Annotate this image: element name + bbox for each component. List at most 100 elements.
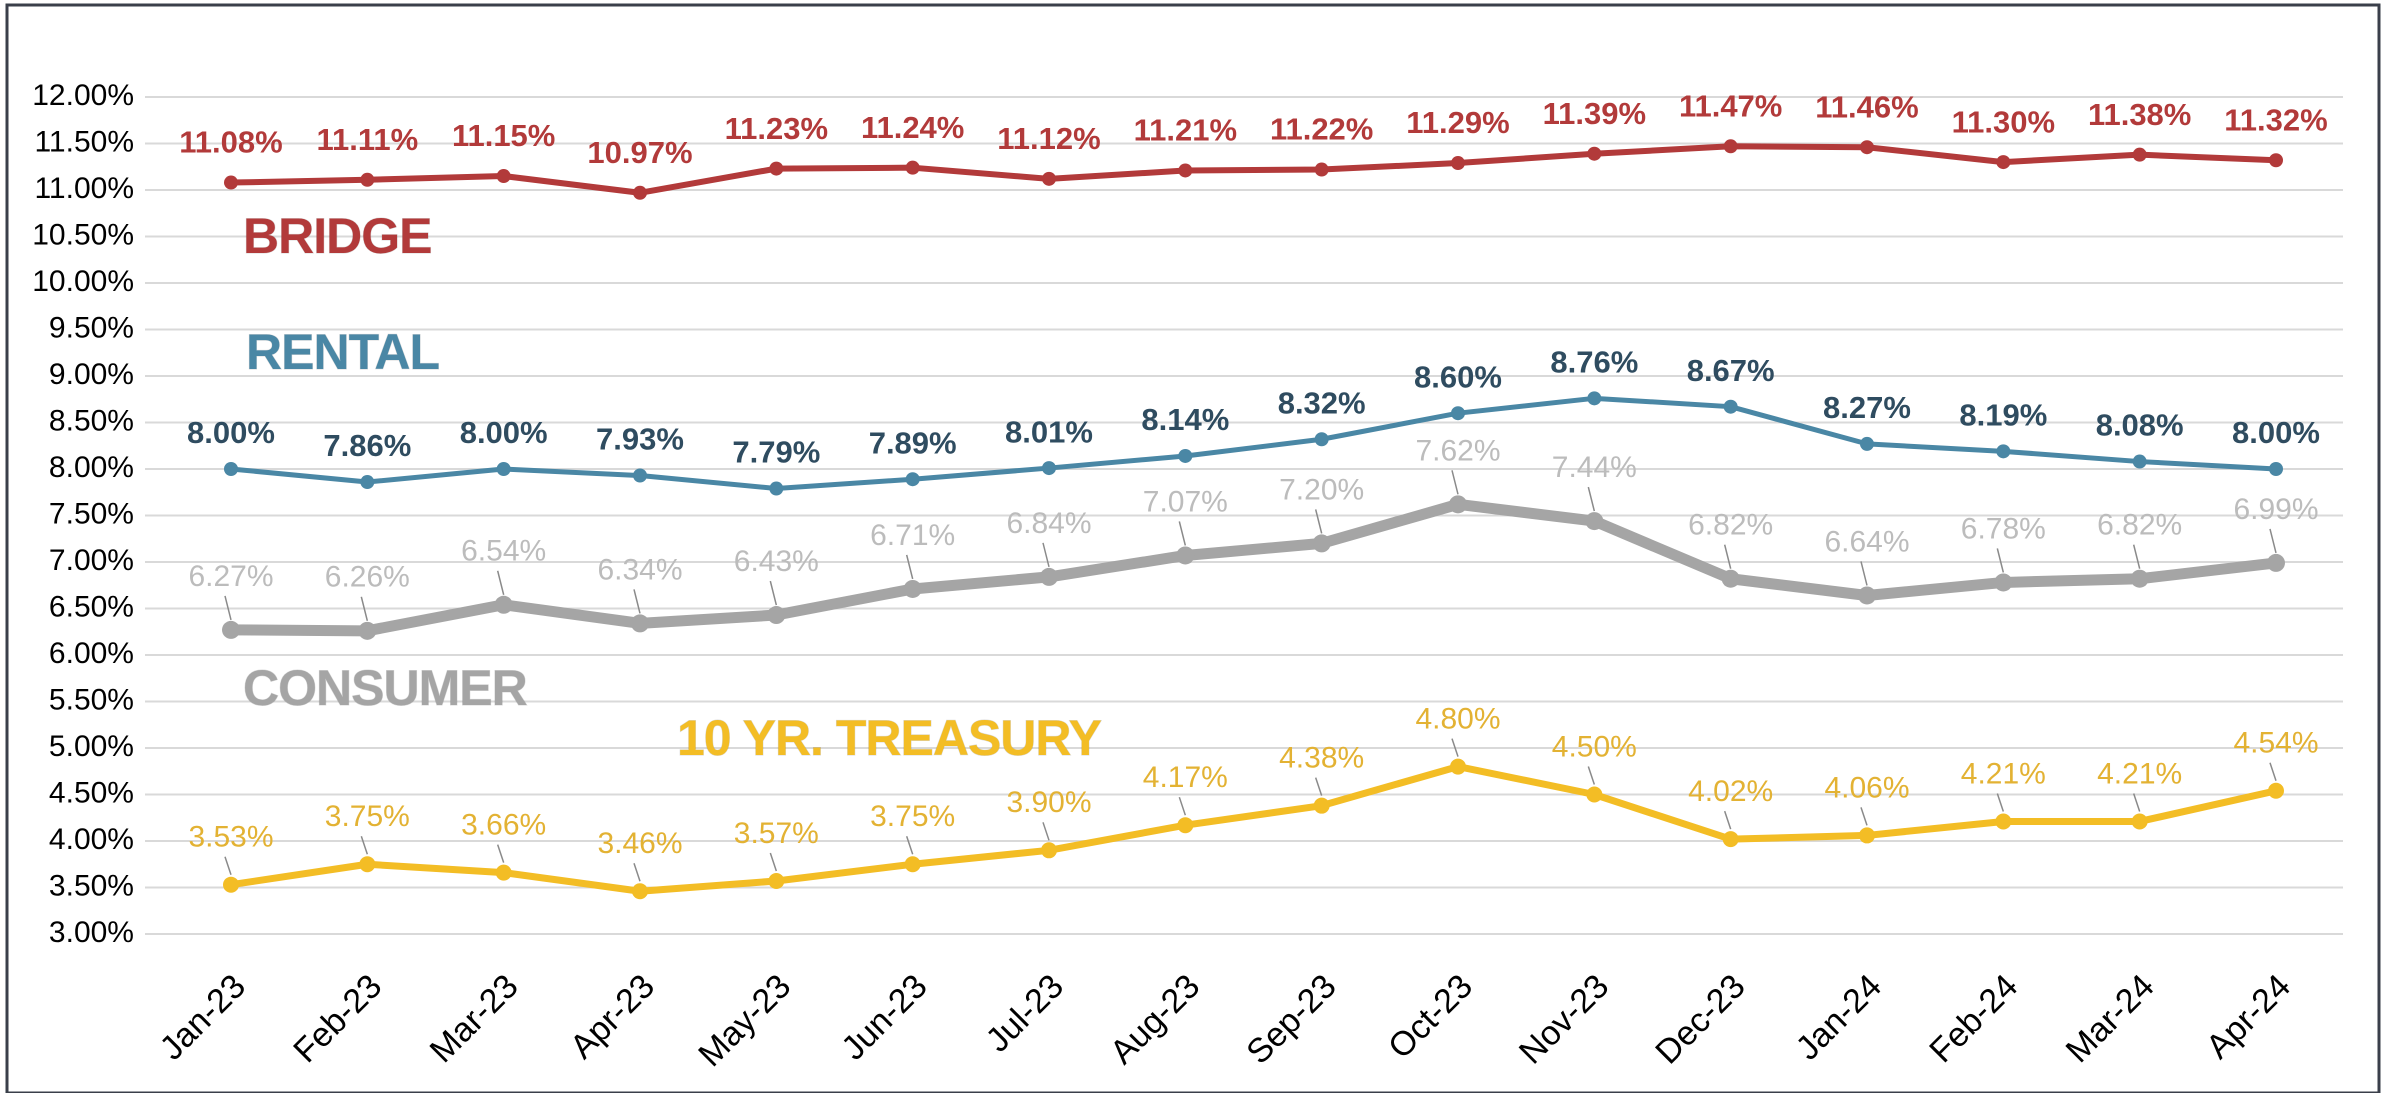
data-point: [2132, 147, 2147, 162]
y-tick-label: 9.50%: [49, 311, 134, 344]
data-point: [2268, 782, 2284, 799]
data-point: [1314, 432, 1329, 447]
data-point: [1314, 162, 1329, 177]
data-point: [358, 621, 377, 640]
leader-line: [2132, 544, 2141, 569]
data-label: 6.34%: [597, 553, 682, 586]
data-point: [1177, 817, 1194, 834]
leader-line: [1996, 793, 2005, 812]
data-label: 6.82%: [1688, 509, 1773, 542]
data-point: [769, 481, 784, 496]
y-tick-label: 11.50%: [34, 125, 134, 158]
data-label: 4.21%: [1961, 757, 2046, 790]
data-label: 3.75%: [870, 800, 955, 833]
data-point: [2132, 454, 2147, 469]
y-tick-label: 5.50%: [49, 683, 134, 716]
y-tick-label: 8.50%: [49, 404, 134, 437]
data-point: [769, 161, 784, 176]
data-label: 8.00%: [2232, 415, 2320, 450]
data-label: 7.20%: [1279, 473, 1364, 506]
data-point: [2130, 569, 2149, 588]
data-label: 3.66%: [461, 809, 546, 842]
data-point: [1723, 139, 1738, 154]
data-label: 8.00%: [187, 415, 275, 450]
leader-line: [1451, 470, 1459, 495]
y-tick-label: 4.00%: [49, 823, 134, 856]
data-label: 4.02%: [1688, 775, 1773, 808]
data-label: 11.30%: [1952, 104, 2055, 139]
data-label: 7.07%: [1143, 485, 1228, 518]
data-label: 6.64%: [1824, 525, 1909, 558]
series-line: [230, 498, 2277, 637]
data-point: [1178, 163, 1193, 178]
data-label: 8.19%: [1959, 398, 2047, 433]
data-point: [1994, 573, 2013, 592]
data-label: 11.11%: [316, 122, 418, 157]
leader-line: [1723, 810, 1732, 830]
data-point: [1995, 813, 2012, 830]
data-label: 4.17%: [1143, 761, 1228, 794]
data-label: 7.89%: [869, 425, 957, 460]
data-point: [1723, 399, 1738, 414]
data-point: [1313, 797, 1330, 814]
data-point: [495, 864, 512, 881]
data-label: 11.22%: [1270, 112, 1373, 147]
data-point: [1587, 146, 1602, 161]
data-point: [2269, 462, 2283, 476]
data-label: 11.38%: [2088, 97, 2191, 132]
y-tick-label: 11.00%: [34, 172, 134, 205]
data-label: 10.97%: [587, 135, 692, 170]
data-label: 4.38%: [1279, 742, 1364, 775]
y-tick-label: 3.00%: [49, 916, 134, 949]
data-point: [1586, 786, 1603, 803]
data-label: 6.78%: [1961, 512, 2046, 545]
data-point: [632, 883, 648, 900]
y-tick-label: 7.00%: [49, 544, 134, 577]
data-point: [1585, 512, 1604, 531]
data-point: [1041, 842, 1057, 859]
data-point: [222, 620, 240, 639]
data-label: 3.90%: [1006, 786, 1091, 819]
data-label: 8.08%: [2096, 408, 2184, 443]
data-point: [1721, 569, 1740, 588]
data-point: [633, 468, 647, 483]
data-point: [904, 856, 921, 873]
data-label: 11.47%: [1679, 88, 1782, 123]
data-point: [360, 172, 375, 187]
leader-line: [1451, 738, 1459, 757]
data-label: 11.46%: [1815, 89, 1918, 124]
data-point: [1722, 831, 1739, 848]
data-point: [359, 856, 376, 873]
data-label: 6.26%: [325, 561, 410, 594]
series-name: CONSUMER: [243, 660, 528, 716]
data-label: 7.62%: [1415, 434, 1500, 467]
data-point: [1042, 461, 1056, 476]
data-point: [1312, 534, 1331, 553]
leader-line: [1996, 548, 2005, 573]
y-tick-label: 9.00%: [49, 358, 134, 391]
leader-line: [633, 589, 641, 614]
data-label: 6.71%: [870, 519, 955, 552]
y-tick-label: 10.50%: [32, 218, 134, 251]
data-point: [1996, 444, 2011, 459]
data-label: 11.24%: [861, 110, 964, 145]
y-tick-label: 4.50%: [49, 776, 134, 809]
data-point: [1859, 827, 1875, 844]
data-label: 7.86%: [323, 428, 411, 463]
y-tick-label: 5.00%: [49, 730, 134, 763]
data-label: 8.32%: [1278, 385, 1366, 420]
data-point: [768, 872, 785, 889]
data-label: 11.32%: [2224, 102, 2327, 137]
data-point: [1042, 171, 1056, 186]
leader-line: [1587, 766, 1596, 785]
leader-line: [1860, 561, 1868, 586]
data-point: [1996, 155, 2011, 170]
data-label: 8.00%: [460, 415, 548, 450]
data-point: [2269, 153, 2283, 168]
data-point: [1451, 156, 1465, 171]
data-point: [1449, 495, 1467, 514]
data-point: [1451, 406, 1465, 421]
leader-line: [769, 852, 778, 872]
data-point: [1860, 140, 1874, 155]
